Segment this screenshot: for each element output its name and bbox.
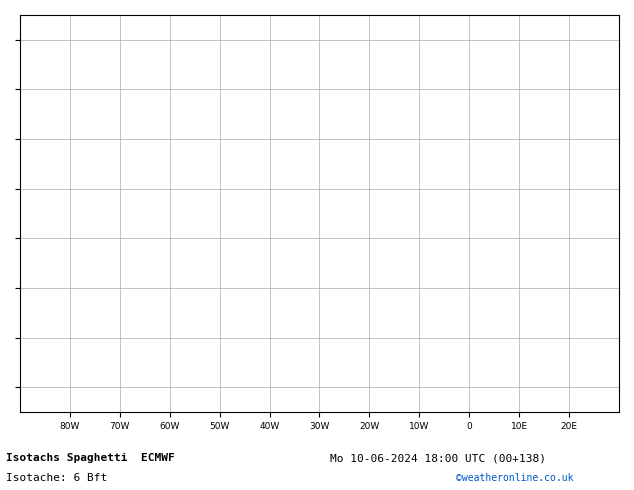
- Text: Isotache: 6 Bft: Isotache: 6 Bft: [6, 473, 108, 483]
- Text: ©weatheronline.co.uk: ©weatheronline.co.uk: [456, 473, 574, 483]
- Text: Mo 10-06-2024 18:00 UTC (00+138): Mo 10-06-2024 18:00 UTC (00+138): [330, 453, 546, 463]
- Text: Isotachs Spaghetti  ECMWF: Isotachs Spaghetti ECMWF: [6, 453, 175, 463]
